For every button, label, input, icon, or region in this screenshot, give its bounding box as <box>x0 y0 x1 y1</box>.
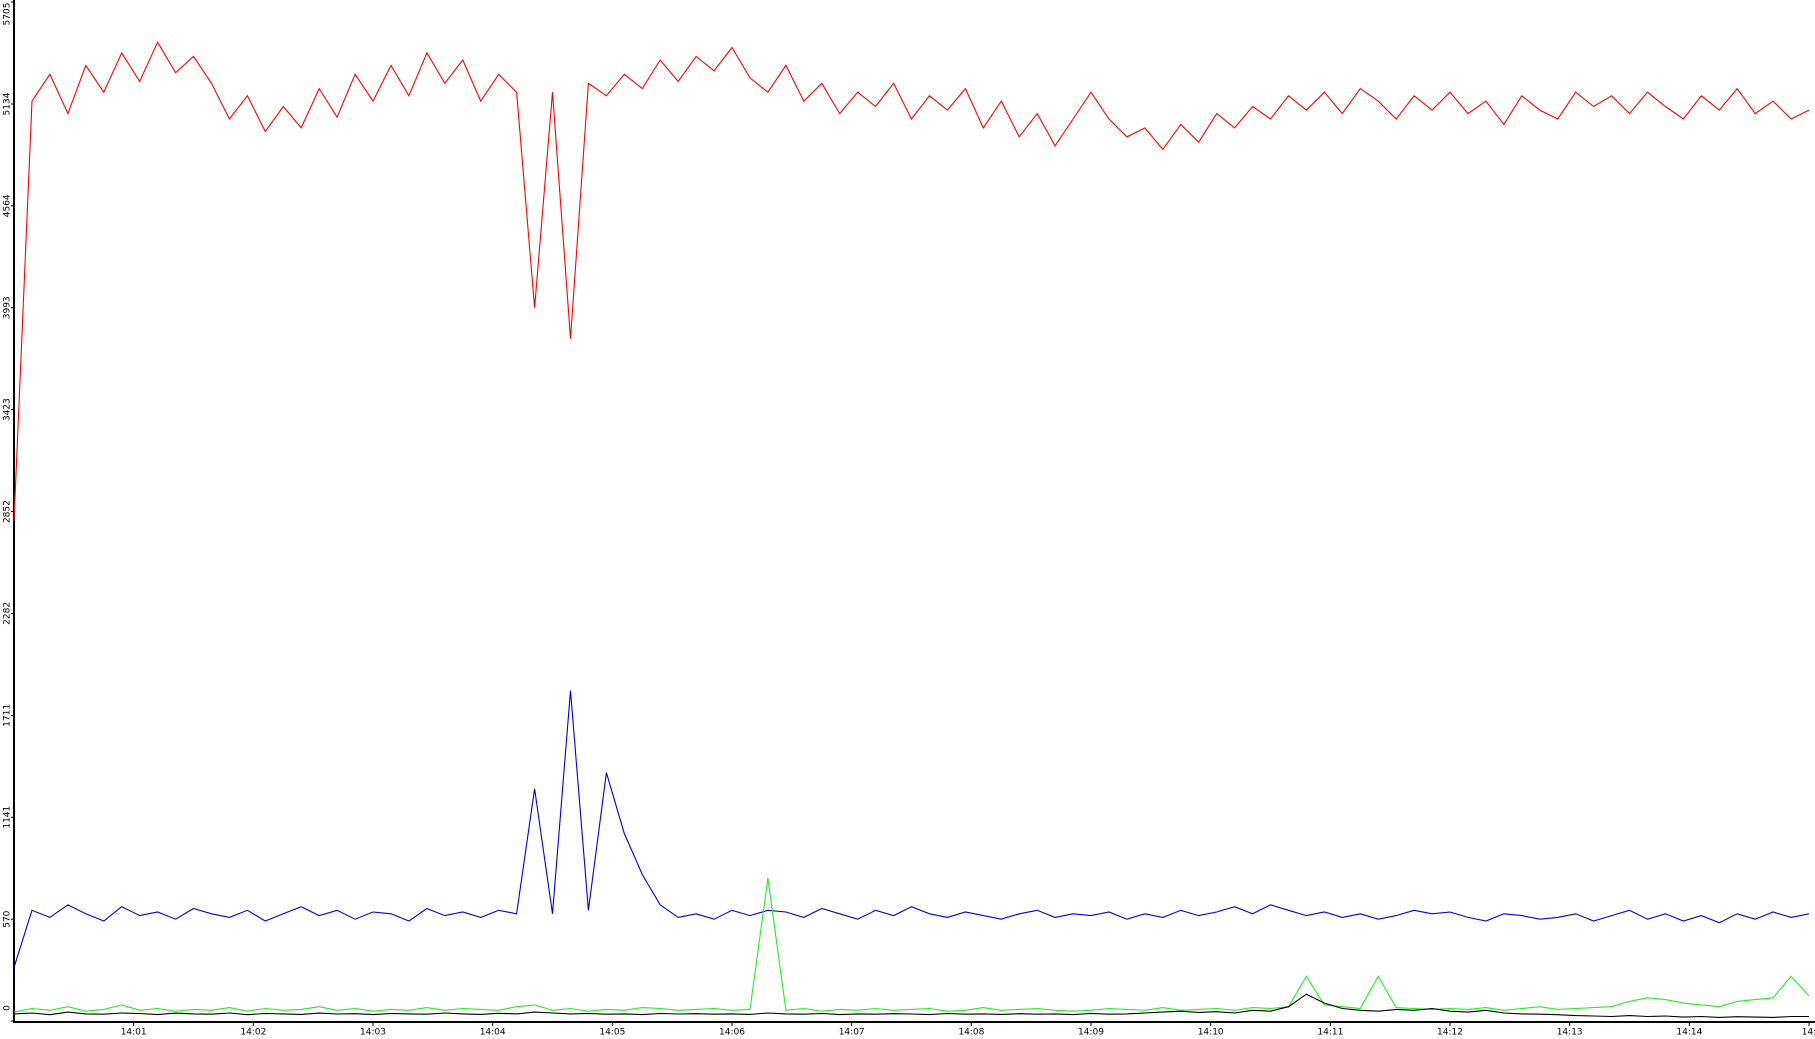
y-tick-label: 3423 <box>3 398 13 421</box>
x-tick-label: 14:07 <box>839 1028 865 1038</box>
y-tick-label: 1711 <box>3 704 13 727</box>
y-tick-label: 570 <box>3 910 13 927</box>
y-tick-label: 5134 <box>3 92 13 115</box>
x-tick-label: 14: <box>1802 1028 1815 1038</box>
x-tick-label: 14:08 <box>958 1028 984 1038</box>
series-line <box>13 41 1810 521</box>
y-tick-label: 5705 <box>3 3 13 26</box>
x-tick-label: 14:12 <box>1437 1028 1463 1038</box>
x-tick-label: 14:09 <box>1078 1028 1104 1038</box>
y-tick-label: 0 <box>3 1005 13 1011</box>
series-line <box>13 878 1810 1013</box>
x-tick-label: 14:01 <box>121 1028 147 1038</box>
y-tick-label: 3993 <box>3 296 13 319</box>
x-tick-label: 14:11 <box>1317 1028 1343 1038</box>
series-line <box>13 690 1810 968</box>
x-tick-label: 14:03 <box>360 1028 386 1038</box>
x-tick-label: 14:10 <box>1198 1028 1224 1038</box>
x-tick-label: 14:05 <box>599 1028 625 1038</box>
x-tick-label: 14:04 <box>480 1028 506 1038</box>
x-tick-label: 14:13 <box>1557 1028 1583 1038</box>
y-tick-label: 2852 <box>3 500 13 523</box>
y-tick-label: 2282 <box>3 602 13 625</box>
y-tick-label: 1141 <box>3 806 13 829</box>
series-line <box>13 993 1809 1018</box>
x-tick-label: 14:06 <box>719 1028 745 1038</box>
y-tick-label: 4564 <box>3 194 13 217</box>
x-tick-label: 14:02 <box>240 1028 266 1038</box>
x-tick-label: 14:14 <box>1676 1028 1702 1038</box>
